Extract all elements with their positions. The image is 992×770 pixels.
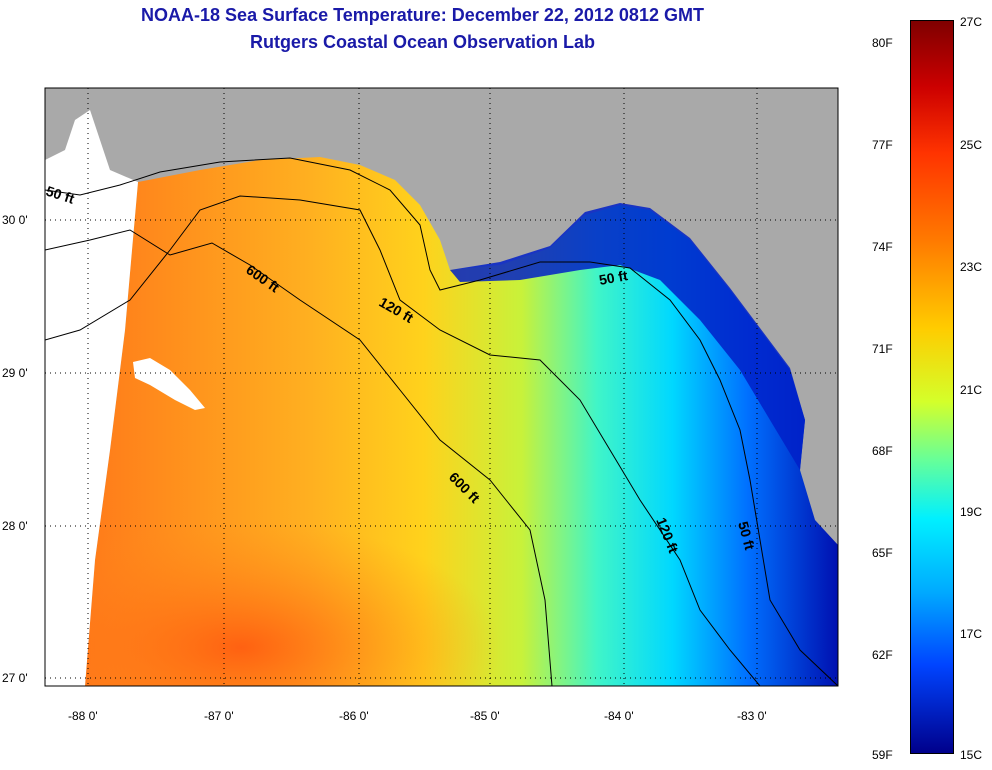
colorbar-f-71: 71F [872, 342, 893, 356]
lon-label-85: -85 0' [470, 709, 500, 723]
contour-120ft [45, 195, 761, 686]
colorbar-c-15: 15C [960, 748, 983, 762]
graticule [45, 88, 838, 686]
colorbar-c-25: 25C [960, 138, 983, 152]
colorbar-c-27: 27C [960, 15, 983, 29]
cloud-patch [133, 358, 205, 410]
contour-label-50ft-south: 50 ft [735, 520, 758, 552]
map-frame [44, 87, 839, 687]
colorbar-c-17: 17C [960, 627, 983, 641]
contour-600ft [45, 229, 553, 686]
lat-label-28: 28 0' [2, 519, 28, 533]
colorbar-f-65: 65F [872, 546, 893, 560]
contour-50ft [45, 157, 838, 686]
lon-label-87: -87 0' [204, 709, 234, 723]
colorbar-f-68: 68F [872, 444, 893, 458]
lat-label-29: 29 0' [2, 366, 28, 380]
warm-region [85, 430, 605, 686]
colorbar-f-74: 74F [872, 240, 893, 254]
colorbar-c-23: 23C [960, 260, 983, 274]
colorbar-f-59: 59F [872, 748, 893, 762]
lon-label-88: -88 0' [68, 709, 98, 723]
no-data-region [45, 88, 138, 686]
lon-label-86: -86 0' [339, 709, 369, 723]
colorbar-f-77: 77F [872, 138, 893, 152]
chart-subtitle: Rutgers Coastal Ocean Observation Lab [249, 32, 596, 52]
colorbar-f-80: 80F [872, 36, 893, 50]
chart-title: NOAA-18 Sea Surface Temperature: Decembe… [141, 5, 704, 25]
colorbar-f-62: 62F [872, 648, 893, 662]
colorbar-c-21: 21C [960, 383, 983, 397]
colorbar-c-19: 19C [960, 505, 983, 519]
contour-label-50ft-east: 50 ft [598, 267, 629, 288]
coastal-cold-band [450, 203, 805, 470]
temperature-colorbar [910, 20, 954, 754]
lon-label-84: -84 0' [604, 709, 634, 723]
lon-label-83: -83 0' [737, 709, 767, 723]
lat-label-27: 27 0' [2, 671, 28, 685]
lat-label-30: 30 0' [2, 213, 28, 227]
